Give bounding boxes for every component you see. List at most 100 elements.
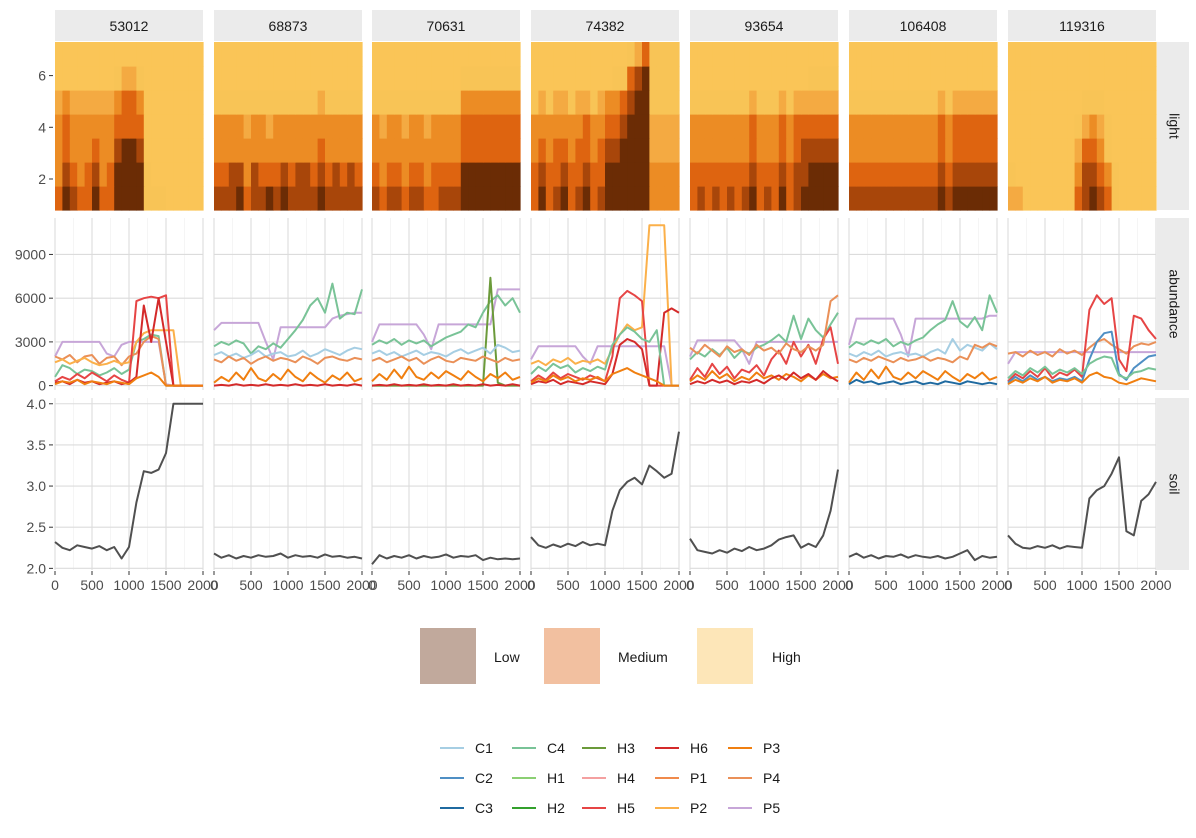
heatmap-cell xyxy=(1104,114,1113,139)
x-tick-label: 500 xyxy=(1033,577,1057,593)
heatmap-cell xyxy=(188,66,197,91)
heatmap-cell xyxy=(438,138,447,163)
heatmap-cell xyxy=(347,42,356,67)
heatmap-cell xyxy=(55,138,63,163)
heatmap-cell xyxy=(1074,66,1083,91)
heatmap-cell xyxy=(749,186,758,211)
heatmap-cell xyxy=(1045,186,1053,211)
heatmap-cell xyxy=(764,66,772,91)
heatmap-cell xyxy=(886,138,894,163)
heatmap-cell xyxy=(77,90,86,115)
heatmap-cell xyxy=(690,90,698,115)
series-line-P5 xyxy=(213,311,362,361)
heatmap-cell xyxy=(871,66,880,91)
heatmap-cell xyxy=(55,90,63,115)
heatmap-cell xyxy=(106,114,115,139)
heatmap-cell xyxy=(347,90,356,115)
heatmap-cell xyxy=(512,162,521,187)
soil-line xyxy=(1007,456,1157,550)
series-line-P2 xyxy=(530,224,679,387)
heatmap-cell xyxy=(121,66,130,91)
heatmap-cell xyxy=(121,138,130,163)
heatmap-cell xyxy=(734,42,743,67)
series-legend-item: H5 xyxy=(582,800,635,816)
heatmap-cell xyxy=(505,90,514,115)
heatmap-cell xyxy=(719,138,728,163)
heatmap-cell xyxy=(302,186,311,211)
abundance-lines xyxy=(530,224,680,387)
heatmap-cell xyxy=(1015,114,1024,139)
series-line-P3 xyxy=(530,367,679,387)
heatmap-cell xyxy=(114,162,123,187)
heatmap-cell xyxy=(180,138,189,163)
heatmap-cell xyxy=(1008,90,1016,115)
heatmap-cell xyxy=(386,186,395,211)
heatmap-cell xyxy=(756,186,765,211)
heatmap-cell xyxy=(627,186,636,211)
series-line-C4 xyxy=(213,282,363,355)
heatmap-cell xyxy=(893,66,902,91)
heatmap-cell xyxy=(649,186,658,211)
heatmap-cell xyxy=(727,186,735,211)
heatmap-cell xyxy=(409,42,417,67)
heatmap-cell xyxy=(446,186,454,211)
heatmap-cell xyxy=(379,90,388,115)
heatmap-cell xyxy=(1022,66,1031,91)
heatmap-cell xyxy=(166,138,174,163)
heatmap-cell xyxy=(690,186,698,211)
heatmap-cell xyxy=(786,138,795,163)
heatmap-cell xyxy=(99,162,108,187)
heatmap-cell xyxy=(749,42,758,67)
heatmap-cell xyxy=(771,162,780,187)
series-line-P2 xyxy=(54,329,203,387)
heatmap-cell xyxy=(627,114,636,139)
facet-strip-label: 74382 xyxy=(586,18,625,34)
heatmap-cell xyxy=(339,162,348,187)
heatmap-cell xyxy=(856,138,865,163)
heatmap-cell xyxy=(960,162,968,187)
heatmap-cell xyxy=(55,114,63,139)
x-tick-label: 2000 xyxy=(187,577,218,593)
heatmap-cell xyxy=(483,66,491,91)
heatmap-cell xyxy=(1148,162,1157,187)
heatmap-cell xyxy=(989,162,998,187)
heatmap-cell xyxy=(664,66,673,91)
heatmap-cell xyxy=(605,42,613,67)
heatmap-cell xyxy=(114,138,123,163)
heatmap-cell xyxy=(151,138,160,163)
heatmap-cell xyxy=(332,66,341,91)
heatmap-cell xyxy=(460,186,469,211)
heatmap-cell xyxy=(288,66,296,91)
heatmap-cell xyxy=(893,186,902,211)
heatmap-cell xyxy=(77,114,86,139)
heatmap-cell xyxy=(173,42,182,67)
heatmap-cell xyxy=(69,162,78,187)
facet-strip-label: 93654 xyxy=(745,18,784,34)
heatmap-cell xyxy=(310,42,319,67)
light-legend-item: Medium xyxy=(544,628,668,684)
heatmap-cell xyxy=(871,186,880,211)
heatmap-cell xyxy=(475,138,484,163)
heatmap-cell xyxy=(893,42,902,67)
heatmap-cell xyxy=(1015,66,1024,91)
heatmap-cell xyxy=(158,90,167,115)
heatmap-cell xyxy=(121,42,130,67)
heatmap-cell xyxy=(1126,138,1135,163)
legend-label: C3 xyxy=(475,800,493,816)
heatmap-cell xyxy=(446,42,454,67)
heatmap-cell xyxy=(1008,162,1016,187)
heatmap-cell xyxy=(354,42,363,67)
heatmap-cell xyxy=(974,186,983,211)
series-legend-item: C2 xyxy=(440,770,493,786)
series-line-C4 xyxy=(530,326,679,387)
light-heatmap xyxy=(55,42,204,211)
heatmap-cell xyxy=(664,186,673,211)
heatmap-cell xyxy=(582,186,591,211)
heatmap-cell xyxy=(236,42,245,67)
heatmap-cell xyxy=(1096,114,1105,139)
heatmap-cell xyxy=(505,162,514,187)
heatmap-cell xyxy=(908,42,917,67)
series-legend-item: H6 xyxy=(655,740,708,756)
legend-label: C1 xyxy=(475,740,493,756)
heatmap-cell xyxy=(483,186,491,211)
